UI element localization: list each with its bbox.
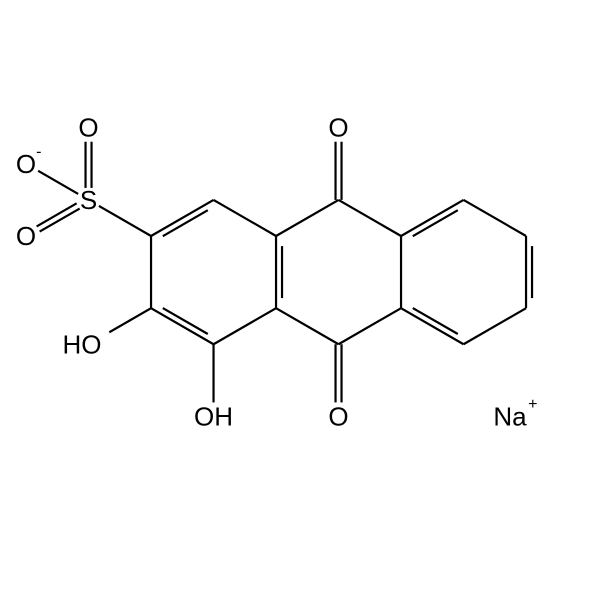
atom-label: Na: [493, 401, 527, 431]
atom-label: O: [328, 401, 348, 431]
bond: [99, 206, 151, 236]
atom-label: O: [16, 149, 36, 179]
bond: [163, 308, 208, 334]
bond: [276, 308, 339, 344]
bond: [276, 200, 339, 236]
atom-label: O: [328, 113, 348, 143]
bond: [163, 210, 208, 236]
atom-label: HO: [63, 329, 102, 359]
bond: [151, 200, 214, 236]
atom-label: O: [78, 113, 98, 143]
bond: [464, 200, 526, 236]
bond: [401, 308, 464, 344]
bond: [464, 308, 526, 344]
molecule-diagram: OOHOOHSOOO-Na+: [0, 0, 600, 600]
charge-label: -: [36, 144, 41, 161]
bond: [339, 308, 402, 344]
bond: [151, 308, 214, 344]
bond: [214, 200, 277, 236]
bond: [339, 200, 402, 236]
bond: [413, 210, 458, 236]
bond: [214, 308, 277, 344]
atom-label: S: [80, 185, 97, 215]
bond: [38, 171, 78, 194]
bond: [413, 308, 458, 334]
bond: [401, 200, 464, 236]
atom-label: O: [16, 221, 36, 251]
bond: [109, 308, 151, 332]
atom-label: OH: [194, 401, 233, 431]
charge-label: +: [528, 396, 537, 413]
